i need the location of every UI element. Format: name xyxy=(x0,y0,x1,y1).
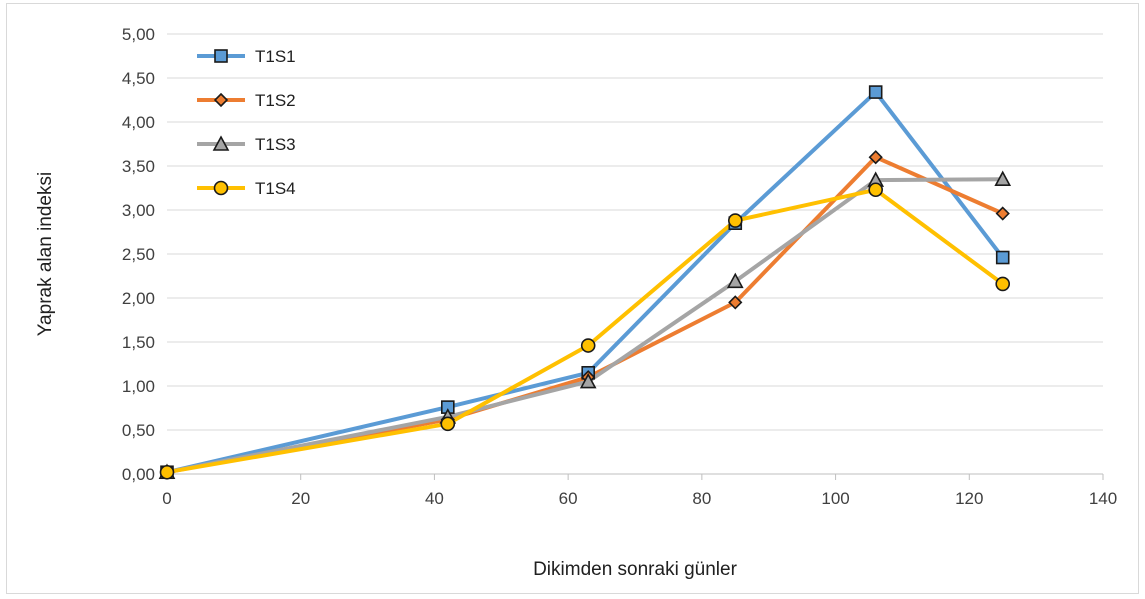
y-tick-label: 0,00 xyxy=(122,465,155,484)
y-tick-label: 3,50 xyxy=(122,157,155,176)
legend-label: T1S4 xyxy=(255,179,296,198)
line-chart: 0,00 0,50 1,00 1,50 2,00 2,50 3,00 3,50 4,00 4,50… xyxy=(35,25,1117,580)
chart-frame: 0,00 0,50 1,00 1,50 2,00 2,50 3,00 3,50 4,00 4,50… xyxy=(6,3,1139,594)
series-markers xyxy=(158,85,1012,480)
y-tick-label: 4,00 xyxy=(122,113,155,132)
series-lines xyxy=(165,90,1005,475)
x-tick-label: 80 xyxy=(692,489,711,508)
legend-label: T1S1 xyxy=(255,47,296,66)
x-axis-title: Dikimden sonraki günler xyxy=(533,559,737,580)
data-point-t1s4 xyxy=(868,182,883,198)
series-line-t1s4 xyxy=(165,187,1005,475)
legend-label: T1S2 xyxy=(255,91,296,110)
x-tick-label: 60 xyxy=(559,489,578,508)
y-axis-title: Yaprak alan indeksi xyxy=(35,172,56,336)
legend-swatch-marker xyxy=(213,180,229,196)
y-tick-label: 3,00 xyxy=(122,201,155,220)
legend-label: T1S3 xyxy=(255,135,296,154)
gridlines xyxy=(167,33,1103,431)
data-point-t1s2 xyxy=(868,150,883,165)
data-point-t1s2 xyxy=(728,295,743,310)
y-tick-label: 1,50 xyxy=(122,333,155,352)
y-tick-label: 2,50 xyxy=(122,245,155,264)
data-point-t1s4 xyxy=(159,464,175,480)
y-tick-label: 0,50 xyxy=(122,421,155,440)
axes: 0,00 0,50 1,00 1,50 2,00 2,50 3,00 3,50 4,00 4,50… xyxy=(122,25,1117,508)
x-tick-label: 20 xyxy=(291,489,310,508)
data-point-t1s4 xyxy=(440,416,456,432)
legend-item-t1s2: T1S2 xyxy=(197,91,296,110)
legend-swatch-marker xyxy=(214,49,228,63)
series-line-t1s1 xyxy=(165,90,1005,475)
legend-item-t1s1: T1S1 xyxy=(197,47,296,66)
legend-item-t1s3: T1S3 xyxy=(197,135,296,154)
x-tick-label: 140 xyxy=(1089,489,1117,508)
y-tick-label: 2,00 xyxy=(122,289,155,308)
series-line-t1s2 xyxy=(165,155,1005,475)
y-tick-label: 4,50 xyxy=(122,69,155,88)
legend-swatch-marker xyxy=(212,135,230,151)
data-point-t1s1 xyxy=(995,250,1010,265)
x-tick-label: 40 xyxy=(425,489,444,508)
data-point-t1s3 xyxy=(726,272,744,289)
data-point-t1s4 xyxy=(995,276,1011,292)
data-point-t1s4 xyxy=(727,213,743,228)
legend-item-t1s4: T1S4 xyxy=(197,179,296,198)
y-tick-label: 1,00 xyxy=(122,377,155,396)
x-tick-label: 0 xyxy=(162,489,171,508)
y-tick-label: 5,00 xyxy=(122,25,155,44)
data-point-t1s3 xyxy=(579,372,597,389)
x-tick-label: 100 xyxy=(821,489,849,508)
data-point-t1s2 xyxy=(995,206,1010,221)
legend: T1S1 T1S2 T1S3 T1S4 xyxy=(197,47,296,198)
x-tick-label: 120 xyxy=(955,489,983,508)
data-point-t1s4 xyxy=(580,338,596,353)
legend-swatch-marker xyxy=(213,92,229,108)
data-point-t1s3 xyxy=(994,170,1012,186)
series-line-t1s3 xyxy=(165,177,1005,475)
data-point-t1s1 xyxy=(868,85,883,99)
